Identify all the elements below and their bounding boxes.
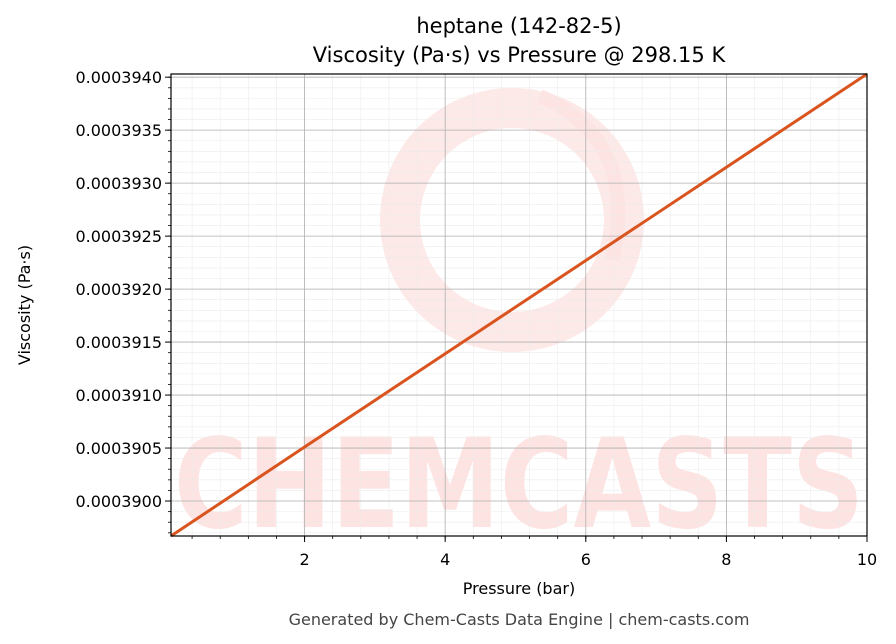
y-tick-label: 0.0003930 (75, 174, 162, 193)
x-axis-label: Pressure (bar) (463, 579, 575, 598)
x-tick-label: 8 (721, 550, 731, 569)
y-tick-label: 0.0003920 (75, 280, 162, 299)
y-tick-label: 0.0003925 (75, 227, 162, 246)
chemcasts-watermark: CHEMCASTS (174, 88, 864, 557)
footer-credit: Generated by Chem-Casts Data Engine | ch… (289, 610, 750, 629)
plot-frame (170, 73, 868, 537)
viscosity-line (170, 72, 868, 538)
x-tick-label: 4 (440, 550, 450, 569)
y-tick-label: 0.0003905 (75, 439, 162, 458)
x-tick-label: 6 (581, 550, 591, 569)
x-tick-label: 10 (857, 550, 877, 569)
y-tick-label: 0.0003935 (75, 121, 162, 140)
y-tick-label: 0.0003900 (75, 492, 162, 511)
y-axis-label: Viscosity (Pa·s) (15, 245, 34, 365)
watermark-logo (380, 88, 644, 352)
axis-ticks (165, 76, 868, 542)
x-tick-labels: 2 4 6 8 10 (299, 550, 877, 569)
y-tick-label: 0.0003940 (75, 68, 162, 87)
x-tick-label: 2 (299, 550, 309, 569)
data-series (170, 72, 868, 538)
chart-subtitle: Viscosity (Pa·s) vs Pressure @ 298.15 K (313, 43, 727, 67)
y-tick-label: 0.0003910 (75, 386, 162, 405)
y-tick-labels: 0.0003900 0.0003905 0.0003910 0.0003915 0.00… (75, 68, 162, 511)
chart-title: heptane (142-82-5) (416, 14, 621, 38)
y-tick-label: 0.0003915 (75, 333, 162, 352)
